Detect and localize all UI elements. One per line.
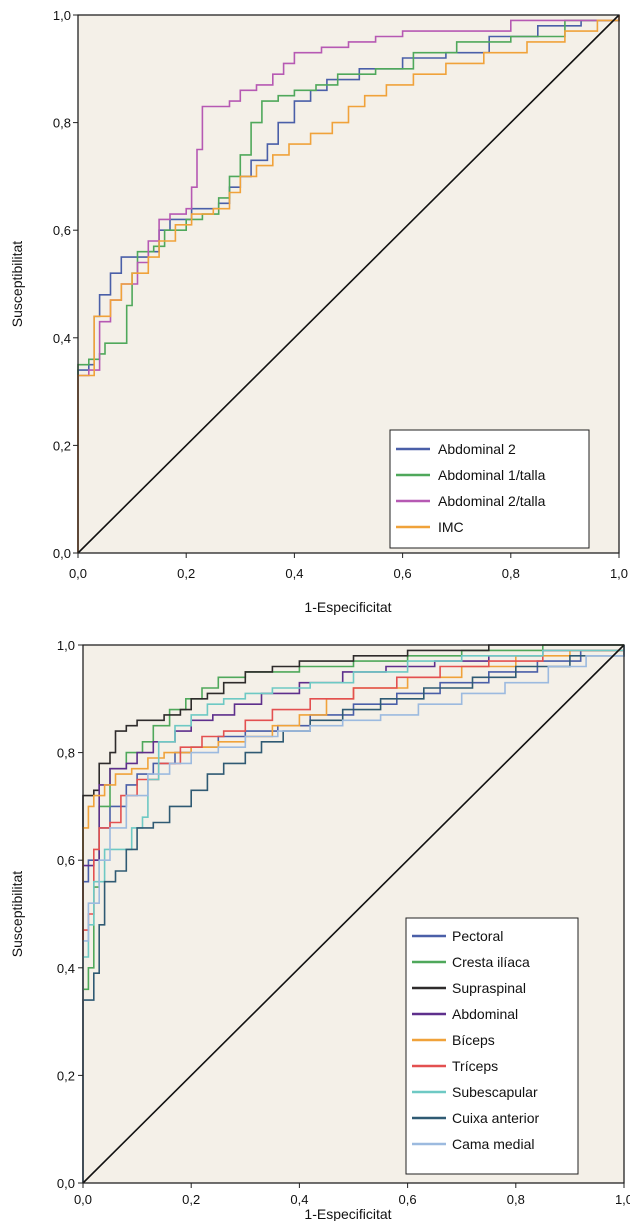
chart-1-legend-label: Abdominal 2 — [438, 441, 516, 457]
chart-2-series-line-4 — [82, 645, 625, 1183]
chart-1-y-tick-label: 0,8 — [53, 116, 71, 131]
chart-2-legend-label: Cama medial — [452, 1136, 534, 1152]
chart-2-legend-label: Subescapular — [452, 1084, 538, 1100]
chart-2-series-line-9 — [82, 645, 625, 1183]
chart-2-legend-label: Cresta ilíaca — [452, 954, 530, 970]
chart-2-series-line-3 — [82, 644, 624, 1183]
chart-2-series-line-5 — [82, 645, 625, 1183]
chart-2-y-tick-label: 1,0 — [57, 638, 75, 653]
chart-2-y-axis-label: Susceptibilitat — [9, 871, 25, 957]
chart-1-x-tick-label: 0,0 — [69, 566, 87, 581]
chart-1-legend-box — [389, 429, 590, 549]
chart-2-legend-label: Supraspinal — [452, 980, 526, 996]
chart-2-ticks: 0,0 0,2 0,4 0,6 0,8 1,0 0,0 0,2 0,4 0,6 0,8 1,0 — [57, 638, 630, 1207]
chart-2-y-tick-label: 0,6 — [57, 853, 75, 868]
chart-1-y-tick-label: 0,6 — [53, 223, 71, 238]
chart-1-legend: Abdominal 2 Abdominal 1/talla Abdominal 2/… — [389, 429, 590, 549]
chart-2-x-axis-label: 1-Especificitat — [304, 1206, 391, 1221]
chart-1-reference-line — [77, 14, 620, 554]
chart-2-x-tick-label: 0,6 — [399, 1192, 417, 1207]
chart-1-x-tick-label: 0,6 — [394, 566, 412, 581]
chart-1-x-tick-label: 0,8 — [502, 566, 520, 581]
chart-1-legend-label: Abdominal 2/talla — [438, 493, 546, 509]
chart-1-lines — [77, 15, 620, 553]
chart-1-y-tick-label: 0,2 — [53, 438, 71, 453]
chart-1-y-tick-label: 1,0 — [53, 8, 71, 23]
chart-1-y-tick-label: 0,0 — [53, 546, 71, 561]
chart-2-legend-label: Abdominal — [452, 1006, 518, 1022]
chart-1-y-axis-label: Susceptibilitat — [9, 241, 25, 327]
chart-2-legend-label: Cuixa anterior — [452, 1110, 539, 1126]
chart-2-legend-entries: Pectoral Cresta ilíaca Supraspinal Abdomina… — [412, 928, 539, 1152]
chart-1-legend-entries: Abdominal 2 Abdominal 1/talla Abdominal 2/… — [396, 441, 546, 535]
chart-2-series-line-6 — [82, 645, 625, 1183]
chart-2-x-tick-label: 0,8 — [507, 1192, 525, 1207]
chart-1-legend-label: Abdominal 1/talla — [438, 467, 546, 483]
chart-1: 0,0 0,2 0,4 0,6 0,8 1,0 0,0 0,2 0,4 0,6 0,8 1,0 1-E… — [9, 8, 628, 615]
chart-1-x-tick-label: 1,0 — [610, 566, 628, 581]
chart-1-x-axis-label: 1-Especificitat — [304, 599, 391, 615]
chart-1-legend-label: IMC — [438, 519, 464, 535]
chart-1-y-tick-label: 0,4 — [53, 331, 71, 346]
chart-2-x-tick-label: 0,2 — [182, 1192, 200, 1207]
chart-1-plot-frame — [77, 14, 620, 554]
chart-2-series-line-8 — [82, 645, 625, 1183]
chart-2-x-tick-label: 1,0 — [615, 1192, 630, 1207]
chart-2: 0,0 0,2 0,4 0,6 0,8 1,0 0,0 0,2 0,4 0,6 0,8 1,0 1-E… — [9, 638, 630, 1221]
chart-2-y-tick-label: 0,4 — [57, 961, 75, 976]
chart-2-plot-frame — [82, 644, 625, 1184]
chart-1-ticks: 0,0 0,2 0,4 0,6 0,8 1,0 0,0 0,2 0,4 0,6 0,8 1,0 — [53, 8, 628, 581]
chart-1-series-line-4 — [77, 15, 620, 553]
chart-2-legend-box — [405, 917, 579, 1175]
chart-1-x-tick-label: 0,2 — [177, 566, 195, 581]
chart-2-lines — [82, 644, 625, 1183]
chart-2-y-tick-label: 0,0 — [57, 1176, 75, 1191]
chart-2-y-tick-label: 0,2 — [57, 1068, 75, 1083]
chart-2-x-tick-label: 0,4 — [290, 1192, 308, 1207]
chart-2-reference-line — [82, 644, 625, 1184]
chart-2-legend: Pectoral Cresta ilíaca Supraspinal Abdomina… — [405, 917, 579, 1175]
chart-2-legend-label: Tríceps — [452, 1058, 498, 1074]
chart-2-x-tick-label: 0,0 — [74, 1192, 92, 1207]
chart-1-series-line-2 — [77, 15, 620, 553]
chart-2-y-tick-label: 0,8 — [57, 746, 75, 761]
chart-1-x-tick-label: 0,4 — [285, 566, 303, 581]
chart-2-legend-label: Pectoral — [452, 928, 503, 944]
chart-2-legend-label: Bíceps — [452, 1032, 495, 1048]
